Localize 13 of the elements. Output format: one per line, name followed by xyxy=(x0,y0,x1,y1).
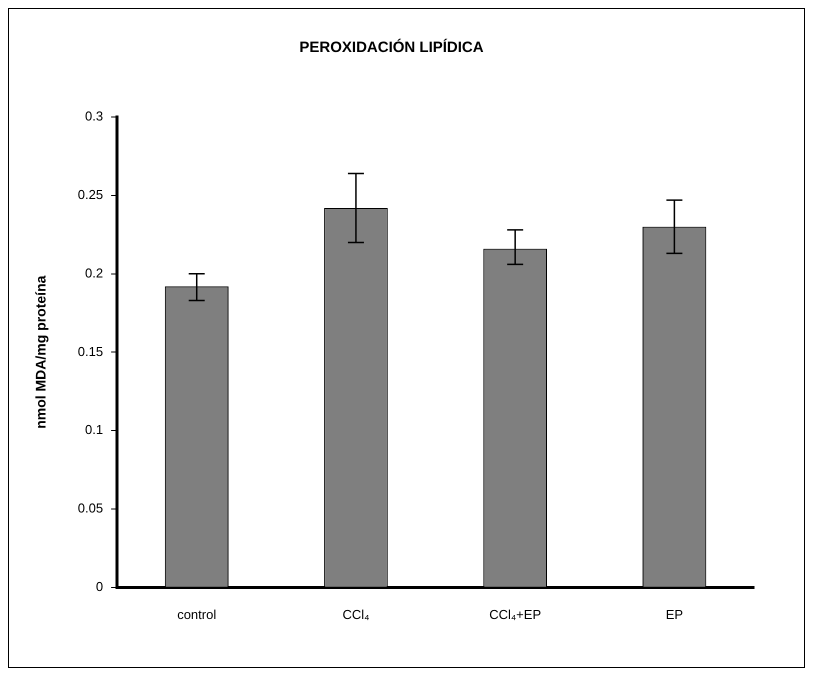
y-tick-label: 0.3 xyxy=(85,108,104,124)
chart-title: PEROXIDACIÓN LIPÍDICA xyxy=(299,38,484,56)
y-tick-label: 0.15 xyxy=(78,344,104,359)
y-tick-label: 0.25 xyxy=(78,186,104,202)
x-tick-label: CCl₄ xyxy=(342,606,370,622)
y-tick-label: 0.2 xyxy=(85,265,104,280)
x-tick-label: CCl₄+EP xyxy=(489,606,542,622)
x-tick-label: control xyxy=(177,606,216,622)
x-tick-label: EP xyxy=(666,606,684,622)
y-tick-label: 0.1 xyxy=(85,422,104,438)
y-axis-title: nmol MDA/mg proteína xyxy=(32,275,48,429)
y-tick-label: 0 xyxy=(96,578,104,594)
y-tick-label: 0.05 xyxy=(78,500,104,516)
